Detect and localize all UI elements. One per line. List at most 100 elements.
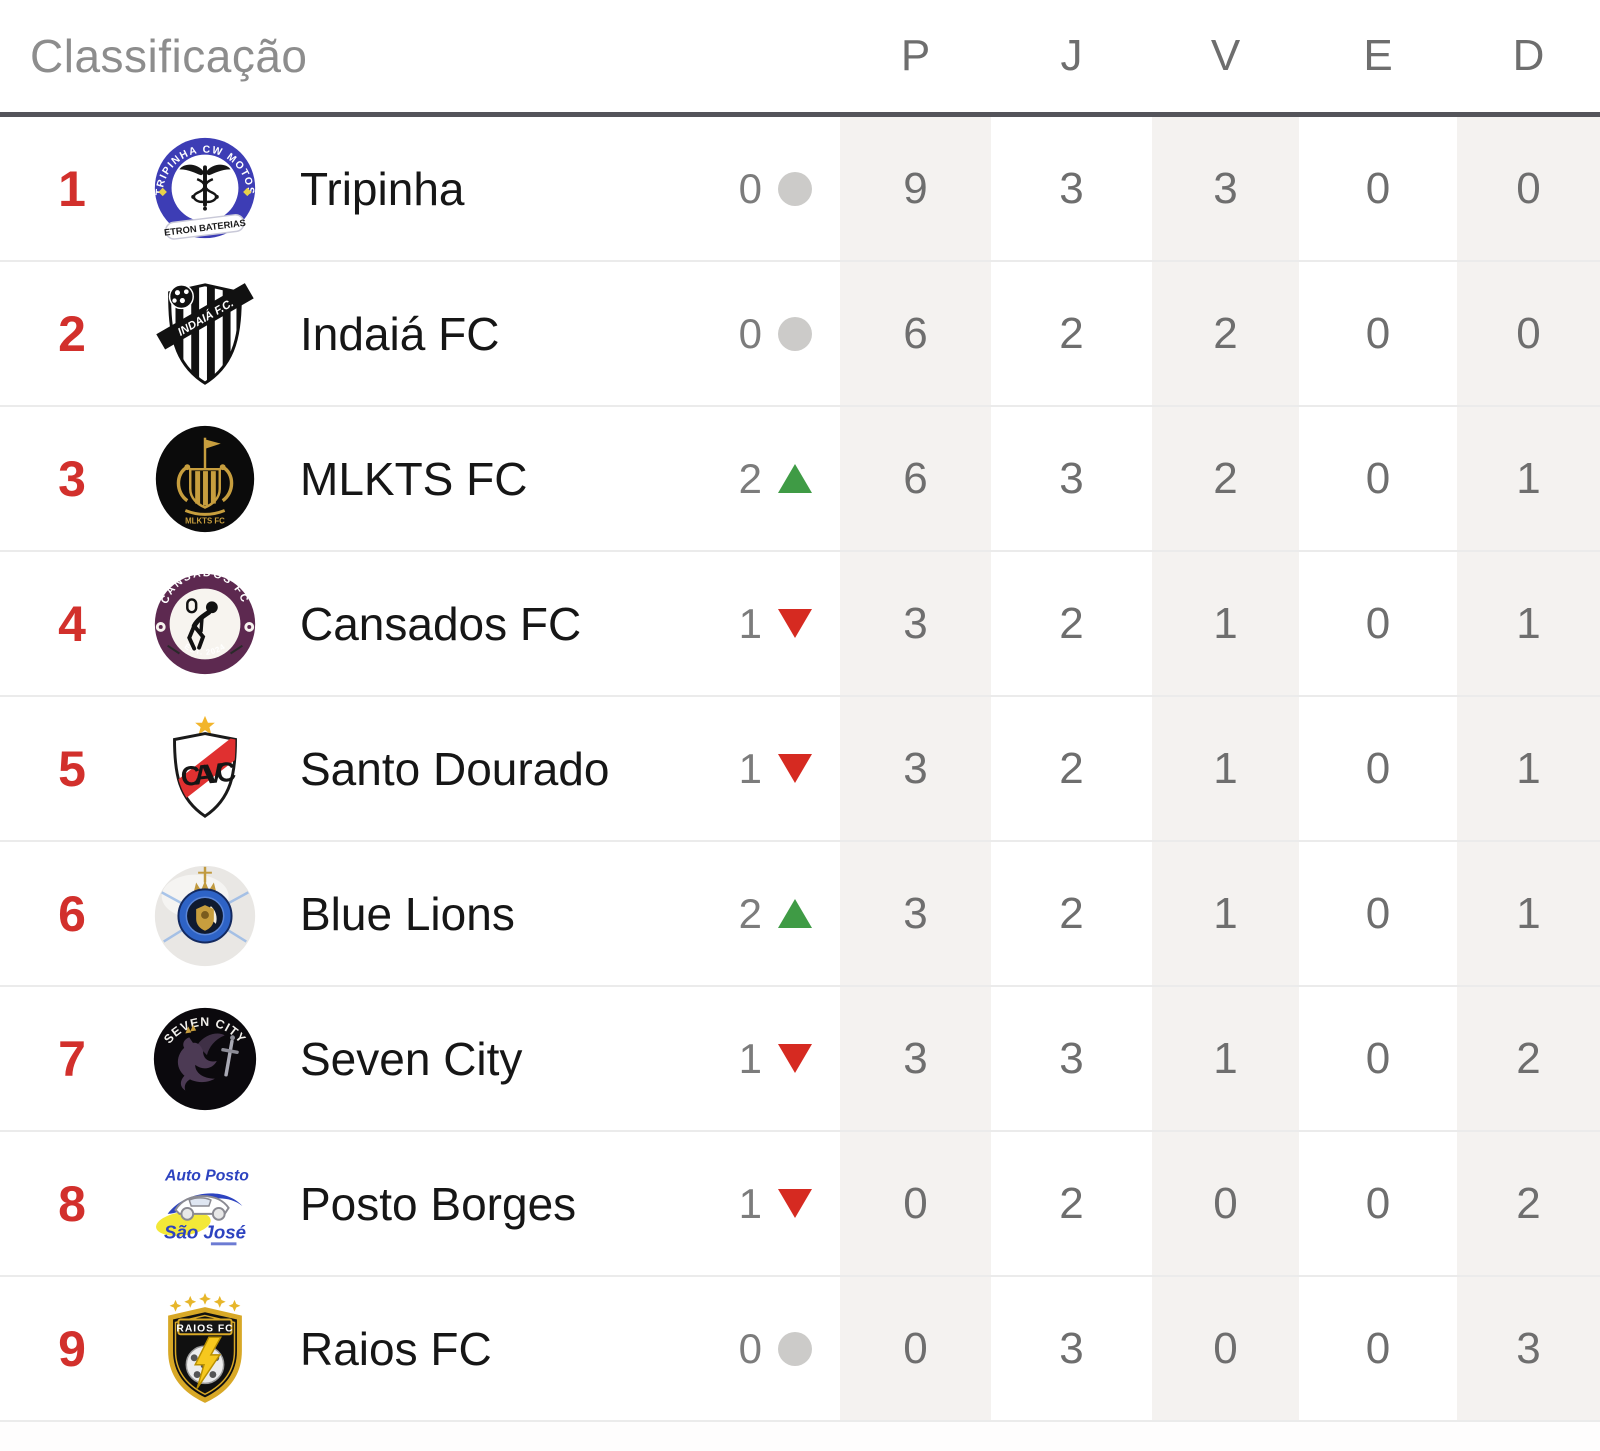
movement-down-icon	[778, 754, 812, 783]
movement-down-icon	[778, 1189, 812, 1218]
stat-wins: 2	[1152, 407, 1299, 550]
stat-games: 3	[1059, 453, 1084, 503]
stat-points: 6	[840, 407, 991, 550]
table-row[interactable]: 5 CAVC Santo Dourado 1 3 2 1 0 1	[0, 697, 1600, 842]
stat-losses: 2	[1457, 987, 1600, 1130]
stat-draws: 0	[1365, 888, 1391, 938]
stat-draws: 0	[1365, 1033, 1391, 1083]
stat-losses: 2	[1457, 1132, 1600, 1275]
stat-points: 0	[840, 1277, 991, 1420]
cansados-crest-icon: CANSADOS FC EST. 2024	[154, 567, 256, 674]
bottom-spacer	[0, 1422, 1600, 1451]
stat-losses: 1	[1457, 842, 1600, 985]
rank-number: 2	[58, 305, 86, 362]
movement-cell: 2	[660, 842, 840, 985]
stat-wins: 0	[1152, 1277, 1299, 1420]
stat-losses: 1	[1457, 697, 1600, 840]
stat-draws: 0	[1365, 743, 1391, 793]
stat-points: 6	[840, 262, 991, 405]
movement-value: 0	[738, 1324, 762, 1372]
stat-draws: 0	[1365, 308, 1391, 358]
movement-value: 2	[738, 454, 762, 502]
stat-losses: 1	[1457, 552, 1600, 695]
movement-cell: 1	[660, 987, 840, 1130]
team-logo: TRIPINHA CW MOTOS ETRON BATERIAS	[130, 117, 280, 260]
page-title: Classificação	[30, 30, 308, 82]
movement-value: 1	[738, 744, 762, 792]
table-row[interactable]: 6 Blue Lions 2	[0, 842, 1600, 987]
team-logo: CANSADOS FC EST. 2024	[130, 552, 280, 695]
svg-text:RAIOS FC: RAIOS FC	[176, 1323, 233, 1334]
movement-value: 0	[738, 309, 762, 357]
rank-number: 5	[58, 740, 86, 797]
table-row[interactable]: 9 RAIOS FC Raios FC	[0, 1277, 1600, 1422]
team-name: Blue Lions	[300, 887, 515, 940]
stat-wins: 3	[1152, 117, 1299, 260]
blue-lions-crest-icon	[154, 865, 256, 966]
mlkts-crest-icon: MLKTS FC	[155, 425, 255, 532]
movement-cell: 0	[660, 117, 840, 260]
svg-text:São José: São José	[164, 1221, 246, 1242]
stat-losses: 3	[1457, 1277, 1600, 1420]
movement-cell: 0	[660, 262, 840, 405]
team-logo: MLKTS FC	[130, 407, 280, 550]
stat-games: 3	[1059, 1033, 1084, 1083]
rank-number: 7	[58, 1030, 86, 1087]
movement-value: 2	[738, 889, 762, 937]
team-logo: SEVEN CITY	[130, 987, 280, 1130]
team-name: Seven City	[300, 1032, 523, 1085]
team-logo	[130, 842, 280, 985]
rank-number: 3	[58, 450, 86, 507]
movement-up-icon	[778, 899, 812, 928]
rank-number: 8	[58, 1175, 86, 1232]
stat-games: 2	[1059, 598, 1084, 648]
column-header-points: P	[900, 31, 931, 80]
movement-steady-icon	[778, 171, 812, 206]
rank-number: 4	[58, 595, 86, 652]
team-name: Cansados FC	[300, 597, 582, 650]
indaia-crest-icon: INDAIÁ F.C.	[156, 282, 254, 385]
team-name: Tripinha	[300, 162, 465, 215]
team-name: MLKTS FC	[300, 452, 528, 505]
raios-crest-icon: RAIOS FC	[168, 1292, 242, 1403]
stat-losses: 1	[1457, 407, 1600, 550]
movement-value: 0	[738, 164, 762, 212]
svg-text:MLKTS FC: MLKTS FC	[185, 516, 225, 525]
movement-value: 1	[738, 599, 762, 647]
movement-cell: 0	[660, 1277, 840, 1420]
team-logo: Auto Posto São José	[130, 1132, 280, 1275]
table-row[interactable]: 1 TRIPINHA CW MOTOS ETRON BATERIAS	[0, 117, 1600, 262]
table-row[interactable]: 8 Auto Posto São José Posto Borges 1 0 2…	[0, 1132, 1600, 1277]
stat-games: 3	[1059, 1323, 1084, 1373]
table-header: Classificação P J V E D	[0, 0, 1600, 117]
movement-steady-icon	[778, 316, 812, 351]
movement-value: 1	[738, 1034, 762, 1082]
team-name: Raios FC	[300, 1322, 492, 1375]
stat-points: 3	[840, 987, 991, 1130]
table-row[interactable]: 2 INDAIÁ F.C. I	[0, 262, 1600, 407]
svg-text:Auto Posto: Auto Posto	[164, 1167, 249, 1184]
movement-steady-icon	[778, 1331, 812, 1366]
table-row[interactable]: 3 MLKTS FC MLKTS FC 2 6 3 2	[0, 407, 1600, 552]
table-row[interactable]: 4 CANSADOS FC EST. 2024	[0, 552, 1600, 697]
rank-number: 1	[58, 160, 86, 217]
santo-dourado-crest-icon: CAVC	[173, 715, 238, 818]
posto-borges-logo-icon: Auto Posto São José	[156, 1167, 249, 1245]
column-header-losses: D	[1512, 31, 1545, 80]
stat-wins: 0	[1152, 1132, 1299, 1275]
team-logo: CAVC	[130, 697, 280, 840]
stat-points: 9	[840, 117, 991, 260]
stat-games: 2	[1059, 1178, 1084, 1228]
stat-draws: 0	[1365, 1323, 1391, 1373]
table-row[interactable]: 7 SEVEN CITY Seven City 1	[0, 987, 1600, 1132]
stat-draws: 0	[1365, 163, 1391, 213]
stat-wins: 1	[1152, 987, 1299, 1130]
stat-games: 2	[1059, 308, 1084, 358]
column-header-wins: V	[1210, 31, 1241, 80]
svg-text:CAVC: CAVC	[179, 755, 237, 792]
movement-down-icon	[778, 609, 812, 638]
column-header-games: J	[1060, 31, 1083, 80]
team-logo: RAIOS FC	[130, 1277, 280, 1420]
stat-losses: 0	[1457, 262, 1600, 405]
